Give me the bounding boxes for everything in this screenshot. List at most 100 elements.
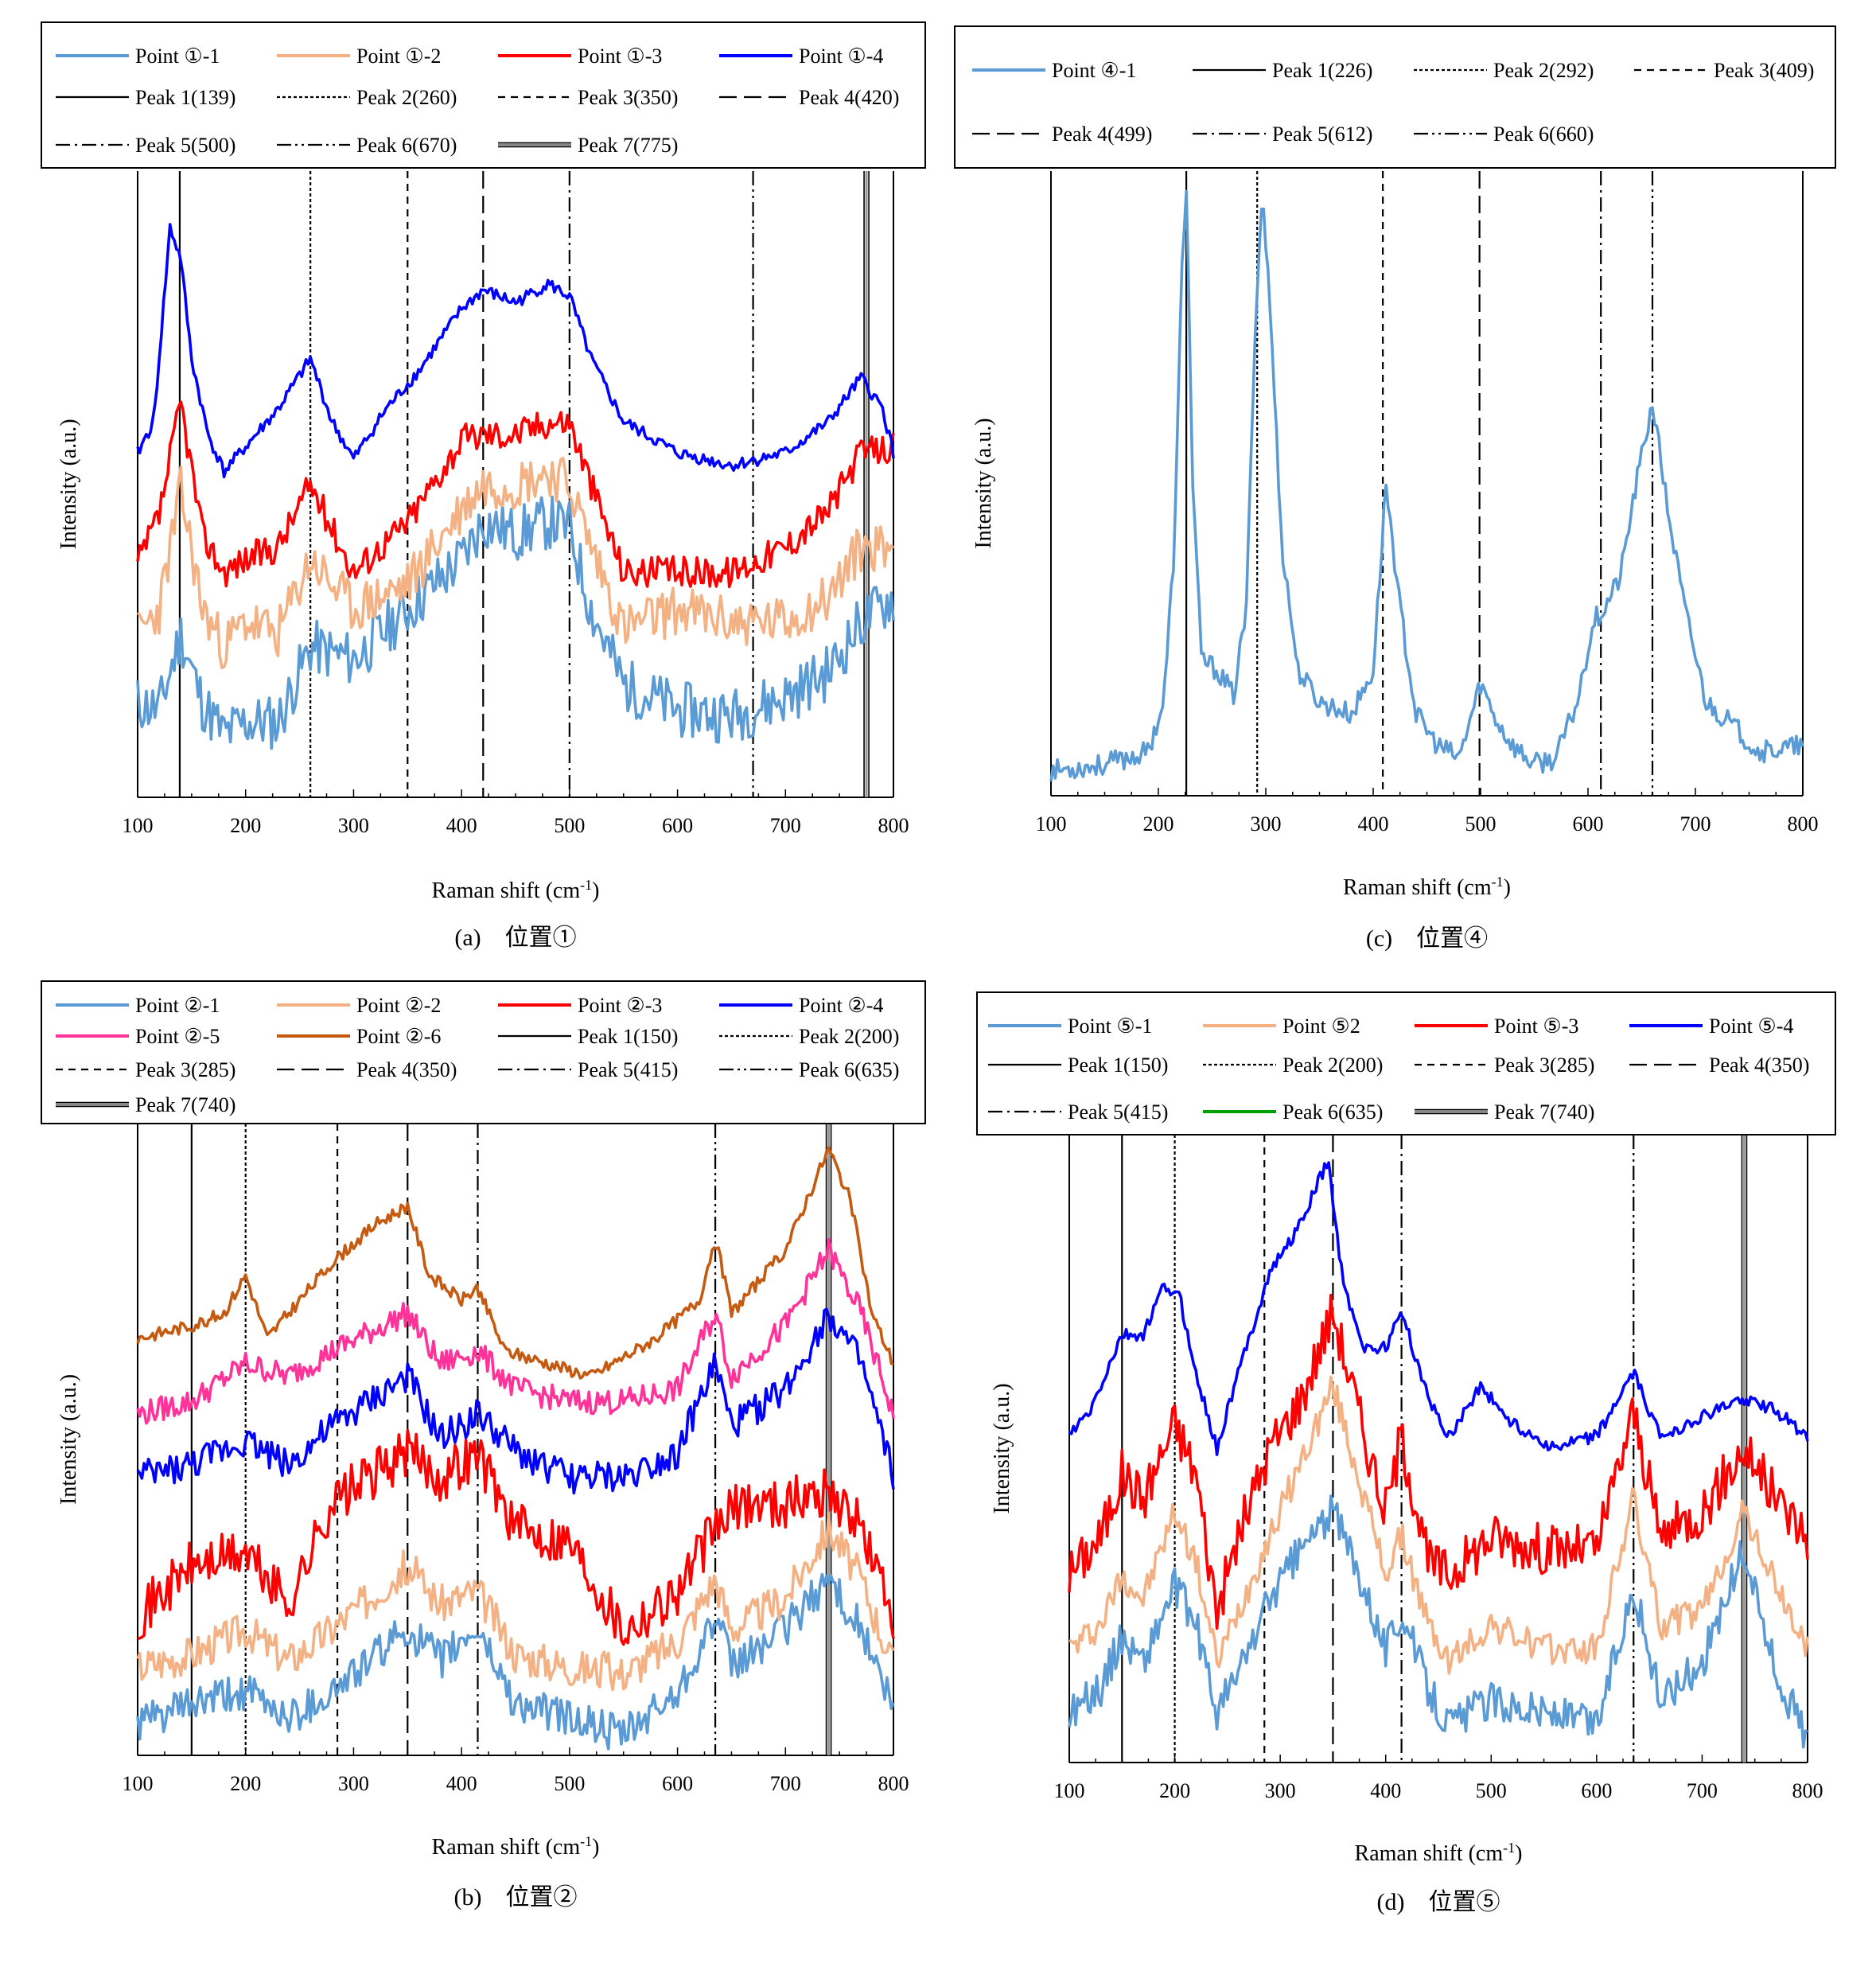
x-tick-label: 200 [230, 1772, 261, 1795]
x-tick-label: 400 [1358, 812, 1389, 836]
series-line [136, 1572, 895, 1751]
legend-entry: Peak 4(499) [1052, 123, 1152, 146]
x-axis-title: Raman shift (cm-1) [432, 877, 600, 903]
legend-entry: Point ②-3 [578, 994, 662, 1017]
y-axis-title: Intensity (a.u.) [56, 419, 81, 549]
series-line [137, 1428, 895, 1646]
legend-box [41, 21, 926, 169]
series-line [1068, 1161, 1809, 1456]
legend-entry: Peak 2(200) [1282, 1054, 1383, 1077]
legend-entry: Peak 7(740) [135, 1093, 235, 1116]
y-axis-title: Intensity (a.u.) [990, 1383, 1014, 1513]
series-line [1068, 1494, 1808, 1749]
panel-caption: (a) 位置① [454, 925, 576, 951]
legend-entry: Peak 1(150) [578, 1025, 678, 1048]
legend-entry: Point ⑤-3 [1494, 1015, 1578, 1038]
legend-entry: Peak 4(350) [356, 1058, 457, 1081]
x-tick-label: 800 [1792, 1779, 1823, 1802]
legend-entry: Peak 6(635) [799, 1058, 899, 1081]
panel-caption: (c) 位置④ [1366, 925, 1488, 952]
x-tick-label: 300 [1265, 1779, 1296, 1802]
legend-entry: Peak 3(285) [1494, 1054, 1594, 1077]
legend-entry: Peak 6(660) [1493, 123, 1594, 146]
legend: Point ①-1 Point ①-2 Point ①-3 Point ①-4 Peak… [41, 21, 926, 169]
legend-entry: Point ②-5 [135, 1025, 220, 1048]
x-tick-label: 800 [1788, 812, 1819, 836]
legend-entry: Peak 4(350) [1709, 1054, 1809, 1077]
legend-entry: Peak 7(775) [578, 134, 678, 157]
legend-entry: Peak 1(139) [135, 86, 235, 109]
legend-entry: Point ⑤2 [1282, 1015, 1360, 1038]
x-axis-title: Raman shift (cm-1) [1355, 1840, 1523, 1866]
legend-entry: Peak 7(740) [1494, 1100, 1594, 1124]
panel-caption: (b) 位置② [454, 1884, 578, 1911]
legend-entry: Peak 1(226) [1272, 59, 1372, 82]
legend-entry: Peak 5(500) [135, 134, 235, 157]
legend-entry: Point ②-1 [135, 994, 220, 1017]
panel-b: 100 200 300 400 500 600 700 800 Raman shift (cm-… [41, 980, 926, 1911]
x-tick-label: 300 [338, 814, 369, 837]
y-axis-title: Intensity (a.u.) [56, 1374, 81, 1505]
legend-entry: Point ①-3 [578, 45, 662, 68]
x-tick-label: 500 [1465, 812, 1497, 836]
x-tick-label: 600 [662, 814, 693, 837]
legend: Point ④-1 Peak 1(226) Peak 2(292) Peak 3(40… [954, 25, 1836, 169]
legend-entry: Peak 6(635) [1282, 1100, 1383, 1124]
legend-entry: Point ④-1 [1052, 59, 1136, 82]
series-line [1049, 189, 1804, 782]
legend-entry: Peak 3(285) [135, 1058, 235, 1081]
legend-box [954, 25, 1836, 169]
legend-entry: Point ②-4 [799, 994, 883, 1017]
panel-a: 100 200 300 400 500 600 700 800 Raman shift (cm-… [41, 21, 926, 951]
legend-entry: Peak 6(670) [356, 134, 457, 157]
legend-entry: Peak 4(420) [799, 86, 899, 109]
x-tick-label: 500 [1476, 1779, 1507, 1802]
legend-entry: Peak 5(612) [1272, 123, 1372, 146]
x-tick-label: 500 [554, 814, 585, 837]
legend-entry: Point ①-2 [356, 45, 441, 68]
x-axis-title: Raman shift (cm-1) [432, 1833, 600, 1860]
legend-entry: Peak 5(415) [578, 1058, 678, 1081]
legend-entry: Point ⑤-4 [1709, 1015, 1793, 1038]
y-axis-title: Intensity (a.u.) [971, 418, 996, 548]
legend-entry: Peak 5(415) [1068, 1100, 1168, 1124]
legend-entry: Peak 3(350) [578, 86, 678, 109]
x-tick-label: 700 [770, 814, 801, 837]
x-tick-label: 100 [123, 1772, 154, 1795]
x-tick-label: 600 [662, 1772, 693, 1795]
series-line [1068, 1293, 1809, 1630]
legend-entry: Peak 2(292) [1493, 59, 1594, 82]
legend: Point ②-1 Point ②-2 Point ②-3 Point ②-4 Poin… [41, 980, 926, 1124]
legend-entry: Peak 2(260) [356, 86, 457, 109]
x-tick-label: 400 [1370, 1779, 1401, 1802]
legend-entry: Point ①-4 [799, 45, 883, 68]
legend-entry: Point ⑤-1 [1068, 1015, 1152, 1038]
x-tick-label: 200 [1143, 812, 1174, 836]
legend: Point ⑤-1 Point ⑤2 Point ⑤-3 Point ⑤-4 Peak … [976, 991, 1836, 1135]
legend-entry: Peak 2(200) [799, 1025, 899, 1048]
x-tick-label: 600 [1581, 1779, 1612, 1802]
x-axis-title: Raman shift (cm-1) [1343, 874, 1511, 900]
x-tick-label: 600 [1573, 812, 1604, 836]
legend-entry: Point ②-6 [356, 1025, 441, 1048]
x-tick-label: 400 [446, 1772, 477, 1795]
legend-entry: Point ①-1 [135, 45, 220, 68]
panel-c: 100 200 300 400 500 600 700 800 Raman shift (cm-… [954, 25, 1836, 952]
series-line [136, 1307, 895, 1495]
x-tick-label: 700 [1687, 1779, 1718, 1802]
legend-entry: Point ②-2 [356, 994, 441, 1017]
x-tick-label: 400 [446, 814, 477, 837]
legend-entry: Peak 1(150) [1068, 1054, 1168, 1077]
x-tick-label: 800 [878, 1772, 909, 1795]
x-tick-label: 200 [1159, 1779, 1190, 1802]
x-tick-label: 100 [123, 814, 154, 837]
series-line [136, 495, 895, 750]
x-tick-label: 100 [1036, 812, 1067, 836]
legend-entry: Peak 3(409) [1714, 59, 1814, 82]
legend-box [976, 991, 1836, 1135]
x-tick-label: 300 [1251, 812, 1282, 836]
x-tick-label: 700 [770, 1772, 801, 1795]
x-tick-label: 700 [1680, 812, 1711, 836]
series-line [136, 1146, 894, 1380]
x-tick-label: 500 [554, 1772, 585, 1795]
